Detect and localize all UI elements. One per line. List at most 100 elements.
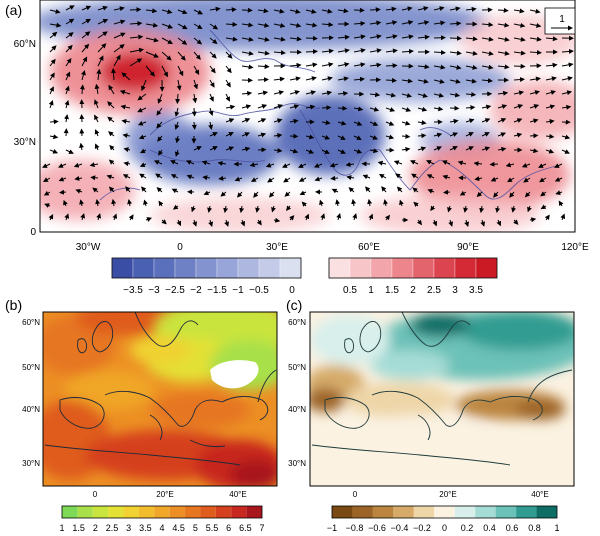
panel-a-lon-tick: 120°E: [561, 242, 589, 253]
panel-a-lon-tick: 90°E: [457, 242, 479, 253]
colorbar-swatch: [169, 506, 186, 518]
wind-vector: [157, 135, 163, 142]
wind-vector: [109, 144, 115, 151]
wind-vector: [176, 219, 182, 227]
wind-vector: [385, 63, 398, 69]
panel-b-lat-tick: 60°N: [22, 318, 40, 327]
wind-vector: [49, 72, 55, 81]
wind-vector: [256, 219, 262, 226]
wind-vector: [94, 129, 100, 137]
wind-vector: [284, 191, 291, 197]
wind-vector: [253, 191, 259, 198]
wind-vector: [401, 107, 412, 112]
wind-vector: [479, 205, 485, 214]
wind-vector: [497, 118, 507, 123]
wind-vector: [365, 186, 371, 193]
wind-vector: [378, 173, 387, 179]
wind-vector: [513, 77, 526, 83]
wind-vector: [449, 50, 462, 56]
wind-vector: [529, 8, 541, 14]
wind-vector: [95, 198, 101, 207]
colorbar-tick: 1.5: [72, 523, 85, 533]
wind-vector: [369, 106, 380, 112]
wind-vector: [465, 36, 478, 42]
wind-vector: [217, 160, 227, 166]
wind-vector: [289, 148, 299, 154]
wind-vector: [545, 119, 555, 124]
wind-vector: [367, 198, 373, 207]
wind-vector: [175, 93, 181, 105]
colorbar-a-tick: 1: [368, 285, 374, 296]
wind-vector: [234, 176, 243, 182]
wind-vector: [257, 132, 267, 138]
wind-vector: [351, 198, 357, 207]
colorbar-tick: 5: [193, 523, 198, 533]
wind-vector: [305, 134, 315, 140]
wind-vector: [65, 5, 75, 11]
panel-c-lat-tick: 50°N: [288, 363, 306, 372]
wind-vector: [273, 22, 286, 28]
wind-vector: [161, 23, 174, 29]
wind-vector: [120, 104, 131, 110]
wind-vector: [108, 186, 115, 193]
wind-vector: [305, 149, 314, 154]
wind-vector: [417, 64, 430, 70]
colorbar-swatch: [495, 506, 517, 518]
wind-vector: [401, 6, 413, 12]
colorbar-a-swatch: [328, 257, 351, 279]
wind-vector: [481, 22, 494, 28]
wind-vector: [49, 9, 61, 14]
panel-c-lon-tick: 0: [353, 490, 358, 499]
wind-vector: [79, 84, 85, 95]
wind-vector: [305, 22, 318, 28]
colorbar-swatch: [215, 506, 232, 518]
wind-vector: [58, 176, 67, 182]
colorbar-a-swatch: [195, 257, 218, 279]
colorbar-tick: 6.5: [239, 523, 252, 533]
wind-vector: [481, 146, 491, 152]
panel-a-lat-axis: 0 30°N 60°N: [14, 39, 37, 238]
wind-vector: [395, 173, 403, 179]
wind-vector: [497, 90, 509, 96]
wind-vector: [128, 214, 134, 221]
wind-vector: [185, 160, 195, 165]
wind-vector: [225, 21, 238, 27]
panel-a-colorbar: −3.5 −3 −2.5 −2 −1.5 −1 −0.5 0 0.5 1 1.5 2 2.5 3 3.5: [111, 257, 498, 296]
wind-vector: [330, 175, 339, 181]
wind-vector: [64, 85, 70, 95]
colorbar-tick: 1: [554, 523, 559, 533]
wind-vector: [337, 76, 349, 82]
wind-vector: [74, 176, 83, 181]
wind-vector: [545, 36, 558, 42]
wind-vector: [433, 50, 446, 55]
panel-b-lat-tick: 30°N: [22, 459, 40, 468]
wind-vector: [430, 205, 436, 212]
wind-vector: [113, 32, 126, 39]
wind-vector: [505, 162, 515, 168]
wind-vector: [257, 118, 267, 123]
wind-vector: [108, 159, 115, 165]
panel-a-lon-tick: 0: [177, 242, 183, 253]
wind-vector: [154, 160, 163, 165]
panel-c-label: (c): [286, 297, 302, 313]
wind-vector: [401, 133, 411, 139]
wind-vector: [156, 107, 163, 116]
wind-vector: [321, 90, 333, 96]
wind-vector: [401, 78, 413, 84]
wind-vector: [433, 6, 445, 12]
panel-a-lon-tick: 30°E: [266, 242, 288, 253]
wind-vector: [321, 149, 330, 154]
wind-vector: [289, 76, 301, 82]
wind-vector: [305, 49, 318, 55]
wind-vector: [313, 163, 323, 168]
wind-vector: [449, 118, 459, 124]
wind-vector: [353, 20, 366, 26]
wind-vector: [125, 186, 131, 193]
wind-vector: [529, 133, 539, 139]
panel-b-missing-data: [210, 360, 259, 389]
wind-vector: [81, 18, 91, 25]
wind-vector: [97, 43, 107, 53]
wind-vector: [433, 78, 445, 84]
colorbar-tick: −0.6: [368, 523, 386, 533]
wind-vector: [225, 7, 237, 13]
